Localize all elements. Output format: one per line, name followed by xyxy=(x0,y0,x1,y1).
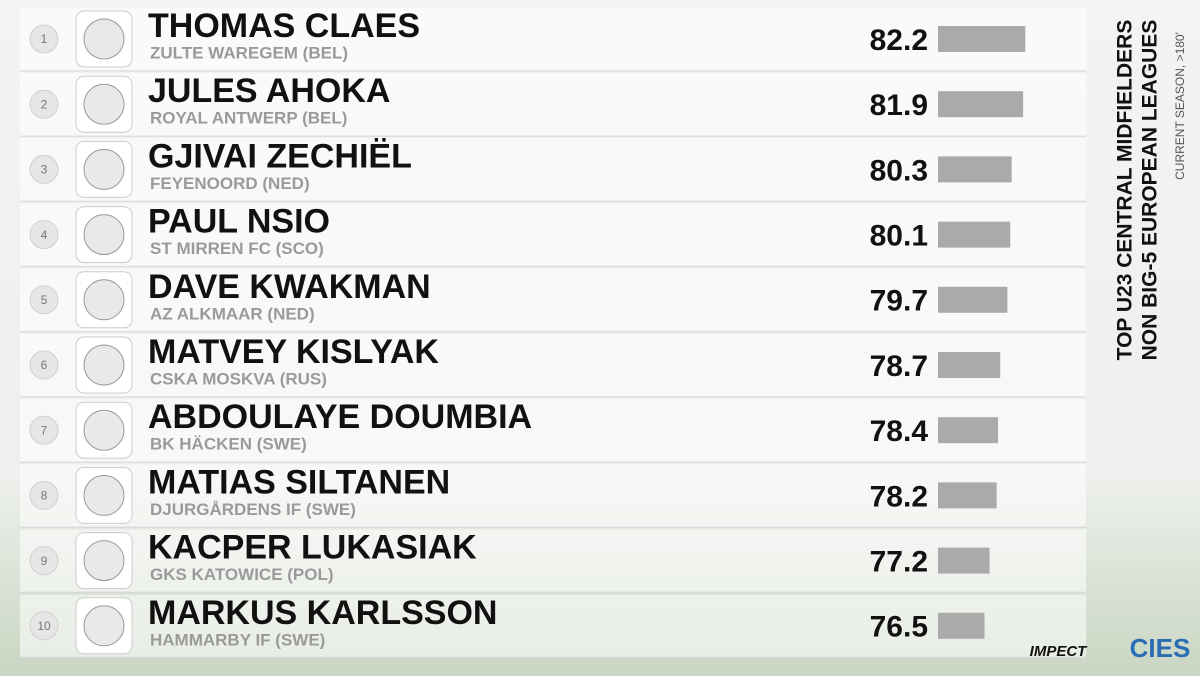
bar xyxy=(938,417,999,444)
player-name: JULES AHOKA xyxy=(148,72,390,110)
club-name: ZULTE WAREGEM (BEL) xyxy=(150,43,348,62)
player-name: MATIAS SILTANEN xyxy=(148,463,450,501)
rank: 5 xyxy=(41,293,48,307)
subtitle: CURRENT SEASON, >180' xyxy=(1173,32,1187,180)
club-logo-mark xyxy=(83,540,125,582)
title-line: NON BIG-5 EUROPEAN LEAGUES xyxy=(1139,20,1162,361)
player-name: THOMAS CLAES xyxy=(148,7,420,45)
rank-badge xyxy=(29,415,59,445)
rank-badge xyxy=(29,220,59,250)
club-name: BK HÄCKEN (SWE) xyxy=(150,435,307,454)
club-name: AZ ALKMAAR (NED) xyxy=(150,304,315,323)
rank-badge xyxy=(29,611,59,641)
row-background xyxy=(20,594,1086,657)
row-background xyxy=(20,73,1086,136)
club-logo-mark xyxy=(83,605,125,647)
club-name: DJURGÅRDENS IF (SWE) xyxy=(150,500,356,519)
rank-badge xyxy=(29,154,59,184)
rank: 3 xyxy=(41,163,48,177)
row-background xyxy=(20,203,1086,266)
rank-badge xyxy=(29,285,59,315)
player-name: MARKUS KARLSSON xyxy=(148,594,497,632)
bar xyxy=(938,26,1026,52)
rank-badge xyxy=(29,480,59,510)
row-background xyxy=(20,268,1086,331)
player-name: DAVE KWAKMAN xyxy=(148,268,431,306)
rank: 1 xyxy=(41,32,48,46)
club-name: ST MIRREN FC (SCO) xyxy=(150,239,324,258)
value-label: 78.7 xyxy=(870,350,928,383)
value-label: 80.3 xyxy=(870,154,928,187)
rank-badge xyxy=(29,350,59,380)
player-name: KACPER LUKASIAK xyxy=(148,529,477,567)
club-logo-mark xyxy=(83,474,125,516)
value-label: 82.2 xyxy=(870,24,928,57)
club-logo-mark xyxy=(83,18,125,60)
club-name: FEYENOORD (NED) xyxy=(150,174,310,193)
bar xyxy=(938,286,1008,313)
bar xyxy=(938,547,990,574)
bar xyxy=(938,91,1024,118)
rank-badge xyxy=(29,546,59,576)
rank: 9 xyxy=(41,554,48,568)
row-background xyxy=(20,138,1086,201)
rank-badge xyxy=(29,24,59,54)
bar xyxy=(938,612,985,639)
club-logo-mark xyxy=(83,148,125,190)
value-label: 78.2 xyxy=(870,480,928,513)
value-label: 80.1 xyxy=(870,220,928,253)
title-line: TOP U23 CENTRAL MIDFIELDERS xyxy=(1114,20,1137,361)
bar xyxy=(938,221,1011,248)
club-logo-mark xyxy=(83,83,125,125)
row-background xyxy=(20,529,1086,592)
value-label: 79.7 xyxy=(870,285,928,318)
club-logo-mark xyxy=(83,344,125,386)
club-name: CSKA MOSKVA (RUS) xyxy=(150,369,327,388)
club-name: HAMMARBY IF (SWE) xyxy=(150,630,325,649)
brand-logo: IMPECT xyxy=(1030,643,1089,660)
value-label: 76.5 xyxy=(870,611,928,644)
player-name: PAUL NSIO xyxy=(148,203,330,241)
club-name: GKS KATOWICE (POL) xyxy=(150,565,334,584)
club-logo-mark xyxy=(83,409,125,451)
brand-logo: CIES xyxy=(1130,633,1191,663)
value-label: 81.9 xyxy=(870,89,928,122)
rank: 4 xyxy=(41,228,48,242)
player-name: MATVEY KISLYAK xyxy=(148,333,439,371)
rank: 7 xyxy=(41,423,48,437)
row-background xyxy=(20,8,1086,70)
row-background xyxy=(20,334,1086,396)
club-logo-mark xyxy=(83,279,125,321)
value-label: 78.4 xyxy=(870,415,929,448)
bar xyxy=(938,352,1001,378)
club-logo-mark xyxy=(83,214,125,256)
player-name: GJIVAI ZECHIËL xyxy=(148,137,412,175)
rank: 10 xyxy=(37,619,51,633)
club-name: ROYAL ANTWERP (BEL) xyxy=(150,109,347,128)
bar xyxy=(938,156,1012,183)
rank-badge xyxy=(29,89,59,119)
rank: 6 xyxy=(41,358,48,372)
bar xyxy=(938,482,997,509)
player-name: ABDOULAYE DOUMBIA xyxy=(148,398,532,436)
rank: 8 xyxy=(41,489,48,503)
row-background xyxy=(20,464,1086,527)
value-label: 77.2 xyxy=(870,546,928,579)
rank: 2 xyxy=(41,97,48,111)
row-background xyxy=(20,399,1086,462)
